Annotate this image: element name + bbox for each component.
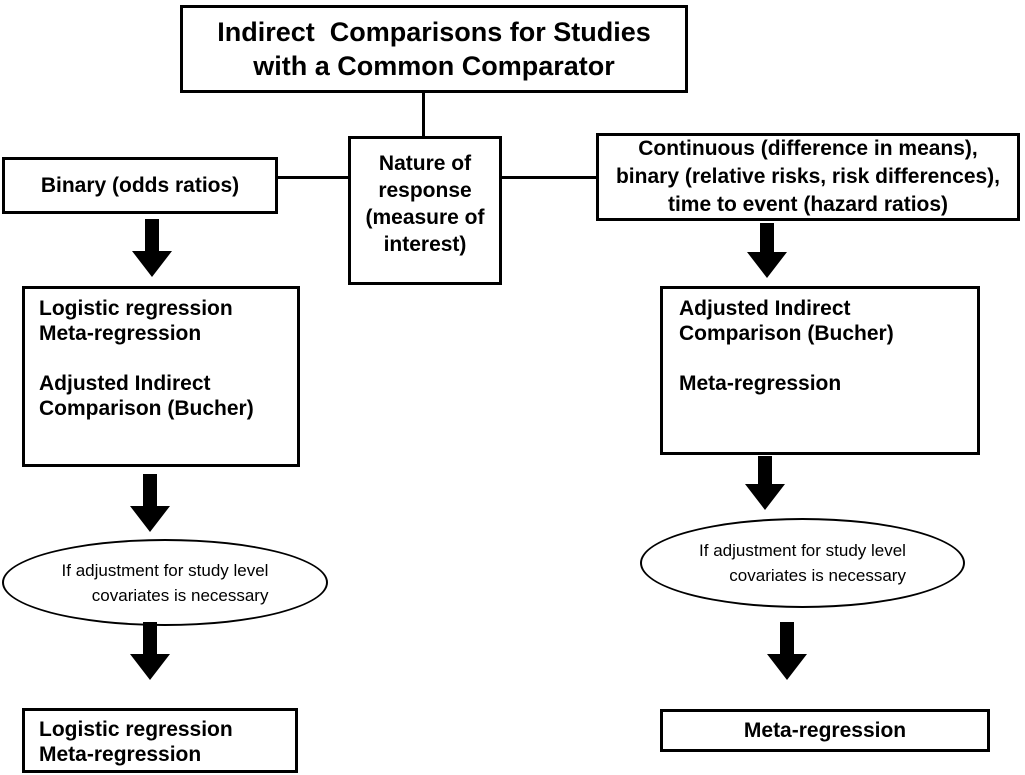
arrow-down-methods-to-condition-left [130, 474, 170, 532]
arrow-down-condition-to-final-right [767, 622, 807, 680]
binary-condition-label: If adjustment for study level covariates… [61, 560, 269, 605]
nature-label: Nature of response (measure of interest) [365, 152, 485, 256]
binary-to-nature-connector [278, 176, 348, 179]
binary-final-label: Logistic regression Meta-regression [39, 718, 233, 766]
title-box: Indirect Comparisons for Studies with a … [180, 5, 688, 93]
binary-methods-label: Logistic regression Meta-regression Adju… [39, 297, 254, 420]
binary-condition-ellipse: If adjustment for study level covariates… [2, 539, 328, 626]
binary-final-node: Logistic regression Meta-regression [22, 708, 298, 773]
continuous-node: Continuous (difference in means), binary… [596, 133, 1020, 221]
nature-of-response-node: Nature of response (measure of interest) [348, 136, 502, 285]
binary-methods-node: Logistic regression Meta-regression Adju… [22, 286, 300, 467]
continuous-condition-label: If adjustment for study level covariates… [699, 541, 906, 585]
nature-to-continuous-connector [502, 176, 596, 179]
continuous-methods-label: Adjusted Indirect Comparison (Bucher) Me… [679, 297, 894, 395]
arrow-down-condition-to-final-left [130, 622, 170, 680]
continuous-methods-node: Adjusted Indirect Comparison (Bucher) Me… [660, 286, 980, 455]
title-text: Indirect Comparisons for Studies with a … [217, 17, 651, 81]
continuous-label: Continuous (difference in means), binary… [615, 137, 1001, 216]
continuous-condition-ellipse: If adjustment for study level covariates… [640, 518, 965, 608]
title-to-nature-connector [422, 93, 425, 137]
arrow-down-continuous-to-methods [747, 223, 787, 278]
continuous-final-label: Meta-regression [743, 718, 907, 742]
continuous-final-node: Meta-regression [660, 709, 990, 752]
arrow-down-methods-to-condition-right [745, 456, 785, 510]
binary-node: Binary (odds ratios) [2, 157, 278, 214]
arrow-down-binary-to-methods [132, 219, 172, 277]
binary-label: Binary (odds ratios) [40, 173, 240, 197]
